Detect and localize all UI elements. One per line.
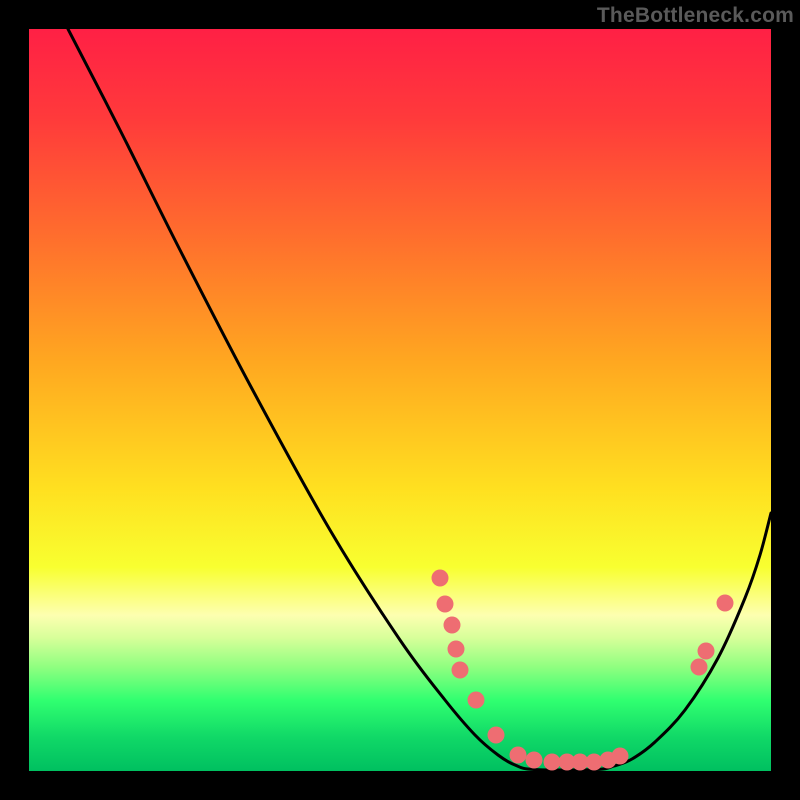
data-marker xyxy=(448,641,465,658)
data-marker xyxy=(526,752,543,769)
data-marker xyxy=(444,617,461,634)
data-marker xyxy=(612,748,629,765)
data-marker xyxy=(488,727,505,744)
data-marker xyxy=(452,662,469,679)
watermark-label: TheBottleneck.com xyxy=(597,4,794,28)
chart-container: TheBottleneck.com xyxy=(0,0,800,800)
plot-background xyxy=(29,29,771,771)
data-marker xyxy=(432,570,449,587)
data-marker xyxy=(717,595,734,612)
data-marker xyxy=(437,596,454,613)
data-marker xyxy=(468,692,485,709)
data-marker xyxy=(544,754,561,771)
data-marker xyxy=(698,643,715,660)
data-marker xyxy=(510,747,527,764)
data-marker xyxy=(691,659,708,676)
bottleneck-plot xyxy=(0,0,800,800)
